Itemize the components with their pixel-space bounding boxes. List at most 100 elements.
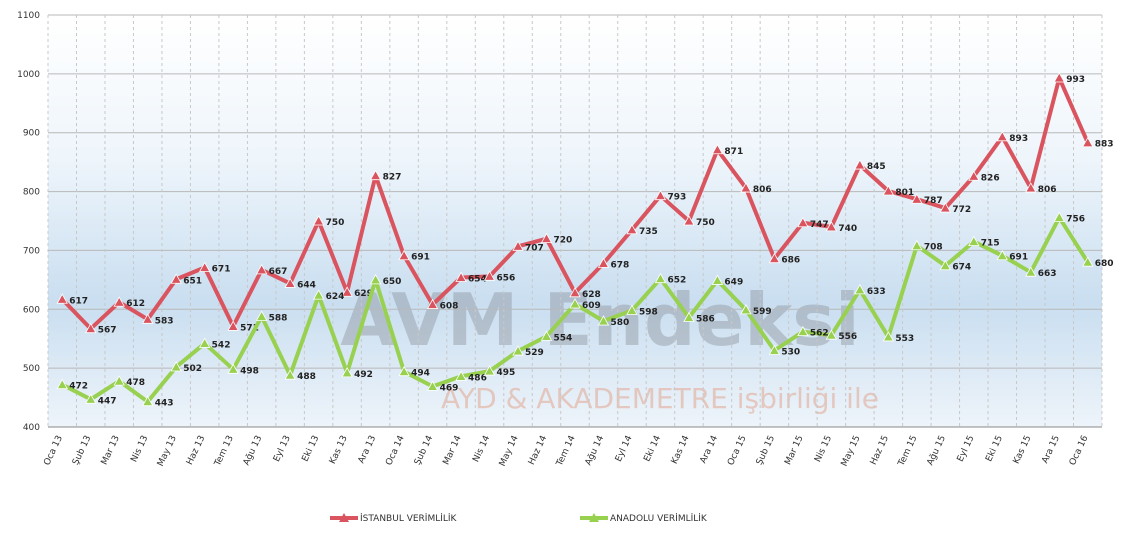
y-tick-label: 700: [23, 246, 40, 256]
x-tick-label: Şub 13: [71, 434, 93, 467]
point-marker: [1025, 182, 1037, 193]
x-tick-label: Ağu 14: [584, 434, 607, 467]
data-label: 588: [269, 313, 288, 323]
data-label: 571: [240, 323, 259, 333]
x-tick-label: Mar 14: [441, 434, 463, 467]
x-tick-label: Tem 13: [213, 434, 236, 469]
point-marker: [398, 249, 410, 261]
x-tick-label: Nis 13: [129, 434, 150, 464]
data-label: 663: [1038, 269, 1057, 279]
data-label: 715: [981, 239, 1000, 249]
data-label: 680: [1095, 259, 1114, 269]
point-marker: [341, 286, 353, 297]
data-label: 488: [297, 372, 316, 382]
legend-label: İSTANBUL VERİMLİLİK: [360, 513, 458, 524]
x-tick-label: May 13: [156, 434, 179, 468]
point-marker: [1053, 211, 1065, 222]
x-tick-label: Oca 16: [1068, 434, 1091, 467]
point-marker: [227, 320, 239, 331]
data-label: 502: [183, 364, 202, 374]
y-tick-label: 1100: [17, 11, 40, 21]
data-label: 793: [667, 193, 686, 203]
point-marker: [312, 215, 325, 226]
data-label: 707: [525, 243, 544, 253]
x-tick-label: Eki 13: [301, 434, 322, 463]
data-label: 827: [383, 173, 402, 183]
data-label: 772: [952, 205, 971, 215]
point-marker: [1025, 266, 1037, 277]
point-marker: [569, 298, 581, 309]
point-marker: [455, 271, 467, 282]
point-marker: [683, 311, 695, 322]
x-tick-label: Kas 15: [1012, 434, 1034, 466]
point-marker: [369, 169, 382, 181]
y-tick-label: 800: [23, 188, 40, 198]
point-marker: [255, 264, 268, 275]
data-label: 567: [98, 326, 117, 336]
data-label: 845: [867, 162, 886, 172]
point-marker: [711, 274, 724, 285]
data-label: 443: [155, 399, 174, 409]
data-label: 530: [781, 347, 800, 357]
data-label: 495: [497, 368, 516, 378]
y-tick-label: 600: [23, 305, 40, 315]
data-label: 806: [753, 185, 772, 195]
point-marker: [56, 293, 68, 304]
point-marker: [911, 193, 923, 204]
data-label: 787: [924, 196, 943, 206]
x-tick-label: Oca 14: [384, 434, 407, 467]
x-tick-label: Tem 14: [554, 434, 577, 469]
point-marker: [854, 159, 866, 170]
x-tick-label: Ara 14: [699, 434, 721, 465]
data-label: 756: [1066, 214, 1085, 224]
data-label: 492: [354, 370, 373, 380]
point-marker: [284, 369, 296, 380]
x-tick-label: Eyl 13: [272, 434, 293, 463]
data-label: 598: [639, 307, 658, 317]
data-label: 486: [468, 373, 487, 383]
x-tick-label: Ağu 13: [242, 434, 265, 467]
point-marker: [996, 249, 1008, 261]
point-marker: [56, 378, 68, 390]
point-marker: [455, 370, 467, 381]
data-label: 542: [212, 340, 231, 350]
data-label: 708: [924, 243, 943, 253]
legend-label: ANADOLU VERİMLİLİK: [610, 513, 708, 524]
data-label: 469: [440, 383, 459, 393]
point-marker: [797, 216, 809, 228]
x-tick-label: Şub 15: [755, 434, 777, 467]
data-label: 562: [810, 329, 829, 339]
x-tick-label: Oca 13: [42, 434, 65, 467]
data-label: 608: [440, 302, 459, 312]
data-label: 494: [411, 369, 430, 379]
point-marker: [284, 277, 296, 288]
point-marker: [1053, 72, 1065, 83]
point-marker: [113, 375, 125, 386]
data-label: 883: [1095, 140, 1114, 150]
point-marker: [85, 393, 97, 404]
data-label: 599: [753, 307, 772, 317]
data-label: 624: [326, 292, 345, 302]
point-marker: [711, 143, 724, 155]
point-marker: [968, 235, 980, 246]
data-label: 629: [354, 289, 373, 299]
x-tick-label: Haz 14: [527, 434, 549, 467]
point-marker: [882, 331, 895, 342]
point-marker: [170, 273, 182, 284]
y-tick-label: 900: [23, 129, 40, 139]
data-label: 472: [69, 382, 88, 392]
point-marker: [198, 337, 211, 348]
point-marker: [882, 185, 895, 196]
point-marker: [597, 315, 610, 326]
data-label: 556: [838, 332, 857, 342]
data-label: 652: [667, 276, 686, 286]
point-marker: [996, 131, 1008, 142]
point-marker: [113, 296, 125, 307]
point-marker: [426, 298, 439, 309]
data-label: 617: [69, 296, 88, 306]
point-marker: [198, 261, 211, 272]
point-marker: [626, 304, 638, 315]
x-tick-label: May 15: [840, 434, 863, 468]
x-tick-label: Tem 15: [896, 434, 919, 469]
data-label: 447: [98, 396, 117, 406]
